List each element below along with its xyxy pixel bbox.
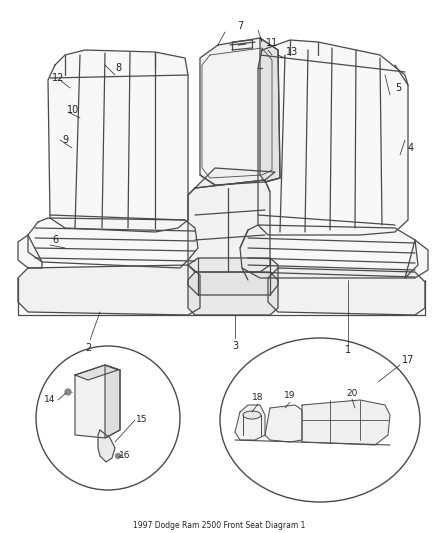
Ellipse shape xyxy=(220,338,420,502)
Text: 11: 11 xyxy=(266,38,278,48)
Text: 8: 8 xyxy=(115,63,121,73)
Polygon shape xyxy=(18,235,42,268)
Text: 20: 20 xyxy=(346,389,358,398)
Text: 10: 10 xyxy=(67,105,79,115)
Polygon shape xyxy=(105,365,120,438)
Circle shape xyxy=(36,346,180,490)
Polygon shape xyxy=(302,400,390,445)
Text: 9: 9 xyxy=(62,135,68,145)
Text: 17: 17 xyxy=(402,355,414,365)
Text: 19: 19 xyxy=(284,392,296,400)
Circle shape xyxy=(65,389,71,395)
Polygon shape xyxy=(28,218,198,268)
Polygon shape xyxy=(258,40,408,235)
Text: 4: 4 xyxy=(408,143,414,153)
Polygon shape xyxy=(260,38,280,182)
Polygon shape xyxy=(188,272,278,315)
Circle shape xyxy=(116,454,120,458)
Text: 12: 12 xyxy=(52,73,64,83)
Text: 5: 5 xyxy=(395,83,401,93)
Polygon shape xyxy=(240,225,418,278)
Text: 6: 6 xyxy=(52,235,58,245)
Text: 15: 15 xyxy=(136,416,148,424)
Polygon shape xyxy=(75,365,120,438)
Polygon shape xyxy=(188,180,270,272)
Polygon shape xyxy=(188,258,278,295)
Text: 16: 16 xyxy=(119,451,131,461)
Polygon shape xyxy=(265,405,302,442)
Text: 1997 Dodge Ram 2500 Front Seat Diagram 1: 1997 Dodge Ram 2500 Front Seat Diagram 1 xyxy=(133,521,305,530)
Ellipse shape xyxy=(243,411,261,419)
Polygon shape xyxy=(235,405,265,440)
Text: 18: 18 xyxy=(252,393,264,402)
Polygon shape xyxy=(98,430,115,462)
Text: 7: 7 xyxy=(237,21,243,31)
Polygon shape xyxy=(195,168,275,188)
Text: 1: 1 xyxy=(345,345,351,355)
Text: 3: 3 xyxy=(232,341,238,351)
Polygon shape xyxy=(48,50,188,232)
Text: 14: 14 xyxy=(44,395,56,405)
Text: 13: 13 xyxy=(286,47,298,57)
Polygon shape xyxy=(18,265,200,315)
Polygon shape xyxy=(405,240,428,278)
Polygon shape xyxy=(268,268,425,315)
Polygon shape xyxy=(75,365,118,380)
Text: 2: 2 xyxy=(85,343,91,353)
Polygon shape xyxy=(200,38,280,185)
